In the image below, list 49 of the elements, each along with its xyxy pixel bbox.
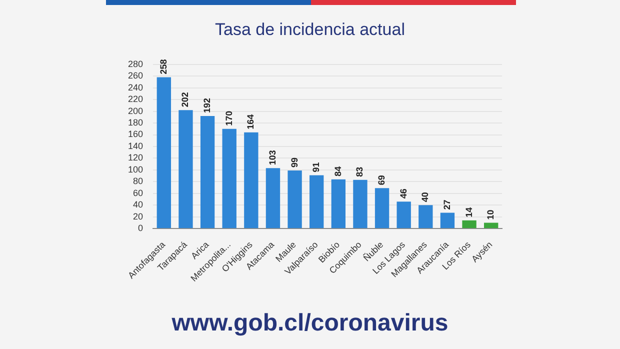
bar xyxy=(156,77,172,228)
bar xyxy=(310,175,324,228)
bar xyxy=(462,220,476,228)
y-tick-label: 100 xyxy=(128,164,144,174)
bar xyxy=(374,188,390,228)
y-tick-label: 280 xyxy=(128,58,144,69)
data-label: 46 xyxy=(398,188,408,199)
data-label: 40 xyxy=(420,192,430,202)
data-label: 170 xyxy=(224,110,234,126)
bar xyxy=(440,212,455,228)
y-tick-label: 20 xyxy=(133,211,144,222)
bar xyxy=(331,179,346,228)
data-label: 192 xyxy=(202,98,212,113)
data-label: 27 xyxy=(442,200,452,210)
y-tick-label: 260 xyxy=(128,70,144,81)
y-tick-label: 120 xyxy=(128,152,144,163)
y-tick-label: 180 xyxy=(128,118,144,128)
data-label: 202 xyxy=(180,92,190,108)
data-label: 103 xyxy=(267,150,278,166)
bar xyxy=(396,202,411,228)
bar xyxy=(222,128,236,228)
y-tick-label: 240 xyxy=(128,82,144,92)
data-label: 83 xyxy=(354,166,365,177)
y-tick-label: 220 xyxy=(128,94,144,104)
data-label: 69 xyxy=(376,175,387,186)
y-tick-label: 140 xyxy=(128,140,144,151)
y-tick-label: 60 xyxy=(133,188,144,198)
bar xyxy=(244,132,258,228)
bar xyxy=(353,180,368,228)
y-tick-label: 160 xyxy=(128,129,144,140)
data-label: 258 xyxy=(158,59,168,74)
y-tick-label: 0 xyxy=(138,223,144,234)
y-tick-label: 80 xyxy=(133,176,144,186)
bar xyxy=(266,168,280,228)
bar xyxy=(288,170,302,228)
text: www.gob.cl/coronavirus xyxy=(170,310,448,337)
y-tick-label: 200 xyxy=(128,106,144,116)
bar xyxy=(200,116,215,228)
y-tick-label: 40 xyxy=(133,200,144,210)
data-label: 91 xyxy=(311,162,322,172)
data-label: 84 xyxy=(332,166,343,176)
bar xyxy=(484,222,498,228)
bar xyxy=(178,110,193,228)
data-label: 10 xyxy=(486,210,496,220)
bar xyxy=(418,205,433,228)
data-label: 99 xyxy=(289,158,300,168)
data-label: 14 xyxy=(464,207,474,218)
chart-title: Tasa de incidencia actual xyxy=(215,20,405,39)
data-label: 164 xyxy=(246,114,256,130)
